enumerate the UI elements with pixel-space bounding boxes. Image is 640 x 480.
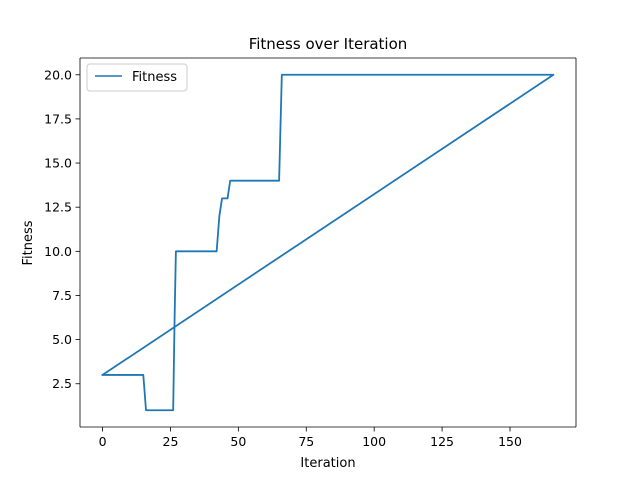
x-tick-label: 100 xyxy=(362,434,386,449)
legend-label-fitness: Fitness xyxy=(132,70,177,85)
y-tick-label: 12.5 xyxy=(44,200,72,215)
series-layer xyxy=(101,73,555,412)
x-tick-label: 75 xyxy=(298,434,314,449)
y-axis-ticks: 2.5 5.0 7.5 10.0 12.5 15.0 17.5 20.0 xyxy=(44,67,80,391)
x-tick-label: 0 xyxy=(99,434,107,449)
y-tick-label: 10.0 xyxy=(44,244,72,259)
y-axis-label: Fitness xyxy=(21,220,36,265)
y-tick-label: 17.5 xyxy=(44,111,72,126)
y-tick-label: 7.5 xyxy=(52,288,72,303)
x-tick-label: 25 xyxy=(163,434,179,449)
x-axis-ticks: 0 25 50 75 100 125 150 xyxy=(99,427,522,449)
y-tick-label: 5.0 xyxy=(52,332,72,347)
x-tick-label: 125 xyxy=(430,434,454,449)
legend-box xyxy=(86,63,188,92)
y-tick-label: 2.5 xyxy=(52,376,72,391)
legend: Fitness xyxy=(86,63,188,92)
x-axis-label: Iteration xyxy=(300,456,355,471)
chart-title: Fitness over Iteration xyxy=(249,35,408,53)
y-tick-label: 15.0 xyxy=(44,156,72,171)
x-tick-label: 50 xyxy=(230,434,246,449)
series-line-fitness xyxy=(101,73,555,412)
plot-area xyxy=(80,58,576,427)
x-tick-label: 150 xyxy=(498,434,522,449)
y-tick-label: 20.0 xyxy=(44,67,72,82)
